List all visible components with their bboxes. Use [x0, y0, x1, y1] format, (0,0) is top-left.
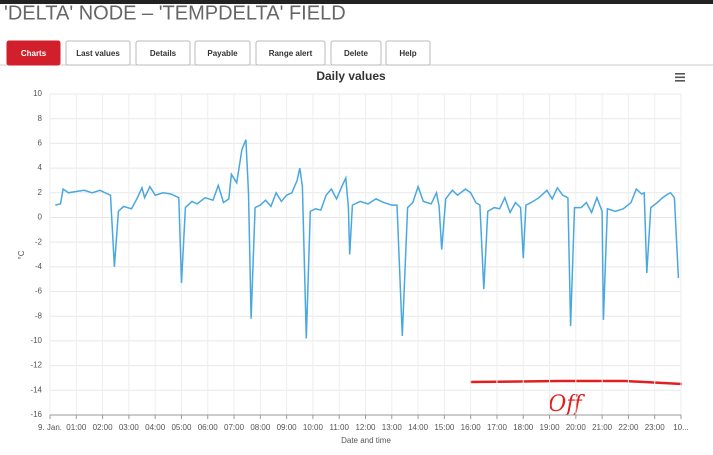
- x-tick-label: 10:00: [303, 423, 324, 432]
- page-title: 'DELTA' NODE – 'TEMPDELTA' FIELD: [4, 2, 346, 24]
- top-bar: [0, 0, 713, 4]
- y-tick-label: 2: [38, 188, 43, 197]
- x-tick-label: 15:00: [434, 423, 455, 432]
- data-line: [55, 139, 680, 339]
- y-tick-label: 0: [38, 213, 43, 222]
- x-tick-label: 01:00: [66, 423, 87, 432]
- y-tick-label: 4: [38, 163, 43, 172]
- x-tick-label: 10...: [673, 423, 689, 432]
- x-tick-label: 22:00: [618, 423, 639, 432]
- y-axis-label: °C: [17, 250, 26, 259]
- x-tick-label: 12:00: [355, 423, 376, 432]
- x-tick-label: 02:00: [93, 423, 114, 432]
- tab-bar: Charts Last values Details Payable Range ale…: [6, 40, 431, 66]
- y-tick-label: -10: [30, 336, 42, 345]
- x-tick-label: 18:00: [513, 423, 534, 432]
- annotation-line: [469, 379, 683, 386]
- tab[interactable]: [385, 40, 431, 66]
- x-tick-label: 20:00: [566, 423, 587, 432]
- annotation: Off: [548, 392, 585, 417]
- y-tick-label: -8: [35, 311, 43, 320]
- y-tick-label: 10: [33, 89, 42, 98]
- x-tick-label: 06:00: [198, 423, 219, 432]
- y-tick-label: -6: [35, 287, 43, 296]
- x-tick-label: 07:00: [224, 423, 245, 432]
- tab[interactable]: [194, 40, 251, 66]
- x-tick-label: 17:00: [487, 423, 508, 432]
- x-tick-label: 05:00: [171, 423, 192, 432]
- x-tick-label: 16:00: [461, 423, 482, 432]
- x-tick-label: 9. Jan.: [38, 423, 62, 432]
- chart-title: Daily values: [316, 69, 386, 83]
- tab[interactable]: [330, 40, 382, 66]
- tab-label[interactable]: Details: [150, 49, 177, 58]
- tab-label[interactable]: Charts: [21, 49, 47, 58]
- x-axis-label: Date and time: [341, 436, 391, 445]
- y-tick-label: 6: [38, 138, 43, 147]
- x-tick-label: 13:00: [382, 423, 403, 432]
- tab-label[interactable]: Range alert: [269, 49, 313, 58]
- x-tick-label: 08:00: [250, 423, 271, 432]
- tab[interactable]: [65, 40, 131, 66]
- tab-label[interactable]: Delete: [344, 49, 369, 58]
- x-tick-label: 04:00: [145, 423, 166, 432]
- y-tick-label: 8: [38, 114, 43, 123]
- x-tick-label: 11:00: [329, 423, 349, 432]
- x-tick-label: 09:00: [277, 423, 298, 432]
- tab[interactable]: [6, 40, 61, 66]
- tab[interactable]: [255, 40, 326, 66]
- tab-label[interactable]: Help: [399, 49, 416, 58]
- x-tick-label: 19:00: [540, 423, 561, 432]
- tab-label[interactable]: Payable: [207, 49, 238, 58]
- tab-label[interactable]: Last values: [76, 49, 120, 58]
- y-tick-label: -12: [30, 361, 42, 370]
- y-tick-label: -16: [30, 410, 42, 419]
- y-tick-label: -2: [35, 237, 43, 246]
- y-tick-label: -4: [35, 262, 43, 271]
- y-tick-label: -14: [30, 385, 42, 394]
- x-tick-label: 14:00: [408, 423, 429, 432]
- menu-icon[interactable]: [675, 73, 685, 82]
- tab[interactable]: [135, 40, 191, 66]
- x-tick-label: 21:00: [592, 423, 613, 432]
- x-tick-label: 23:00: [645, 423, 666, 432]
- x-tick-label: 03:00: [119, 423, 140, 432]
